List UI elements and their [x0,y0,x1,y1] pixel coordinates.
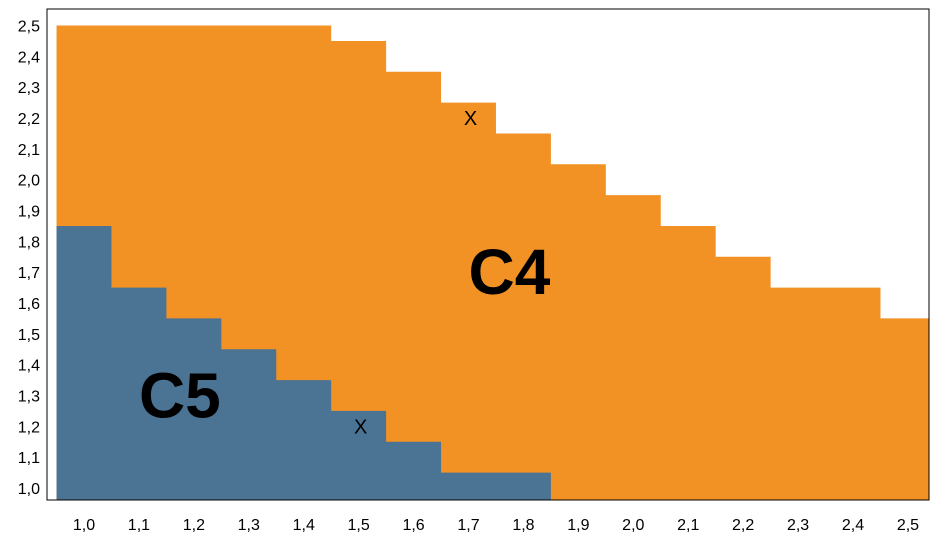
x-tick-label: 1,6 [402,517,424,534]
y-tick-label: 1,1 [18,450,40,467]
markers: XX [354,108,477,438]
y-tick-label: 2,3 [18,80,40,97]
x-tick-label: 1,5 [348,517,370,534]
y-tick-label: 2,0 [18,173,40,190]
x-tick-label: 2,0 [622,517,644,534]
y-tick-label: 1,6 [18,296,40,313]
x-tick-label: 2,3 [787,517,809,534]
plot-frame [46,8,930,501]
y-tick-label: 2,2 [18,111,40,128]
plot-area [46,8,930,501]
x-tick-label: 2,1 [677,517,699,534]
x-tick-label: 2,5 [897,517,919,534]
x-tick-label: 1,0 [73,517,95,534]
y-tick-label: 1,7 [18,265,40,282]
x-tick-label: 1,7 [457,517,479,534]
x-tick-label: 1,9 [567,517,589,534]
x-marker: X [464,108,477,130]
region-labels: C5 C4 [139,236,551,431]
c5-region [56,225,551,500]
x-tick-label: 1,3 [238,517,260,534]
x-tick-label: 1,1 [128,517,150,534]
y-tick-label: 1,4 [18,358,40,375]
x-tick-label: 1,4 [293,517,315,534]
x-tick-label: 2,2 [732,517,754,534]
x-tick-label: 2,4 [842,517,864,534]
x-tick-label: 1,2 [183,517,205,534]
x-marker: X [354,416,367,438]
y-tick-label: 1,5 [18,327,40,344]
y-tick-label: 1,8 [18,234,40,251]
y-tick-label: 1,0 [18,481,40,498]
y-tick-label: 1,3 [18,389,40,406]
region-label-c5: C5 [139,360,221,432]
region-label-c4: C4 [469,236,551,308]
y-tick-label: 2,4 [18,49,40,66]
x-axis-ticks: 1,0 1,1 1,2 1,3 1,4 1,5 1,6 1,7 1,8 1,9 2,0 2,1 2,2 2… [73,517,919,534]
y-tick-label: 1,9 [18,204,40,221]
y-axis-ticks: 1,0 1,1 1,2 1,3 1,4 1,5 1,6 1,7 1,8 1,9 2,0 2,1 2,2 2… [18,19,40,498]
y-tick-label: 2,5 [18,19,40,36]
y-tick-label: 1,2 [18,419,40,436]
y-tick-label: 2,1 [18,142,40,159]
x-tick-label: 1,8 [512,517,534,534]
